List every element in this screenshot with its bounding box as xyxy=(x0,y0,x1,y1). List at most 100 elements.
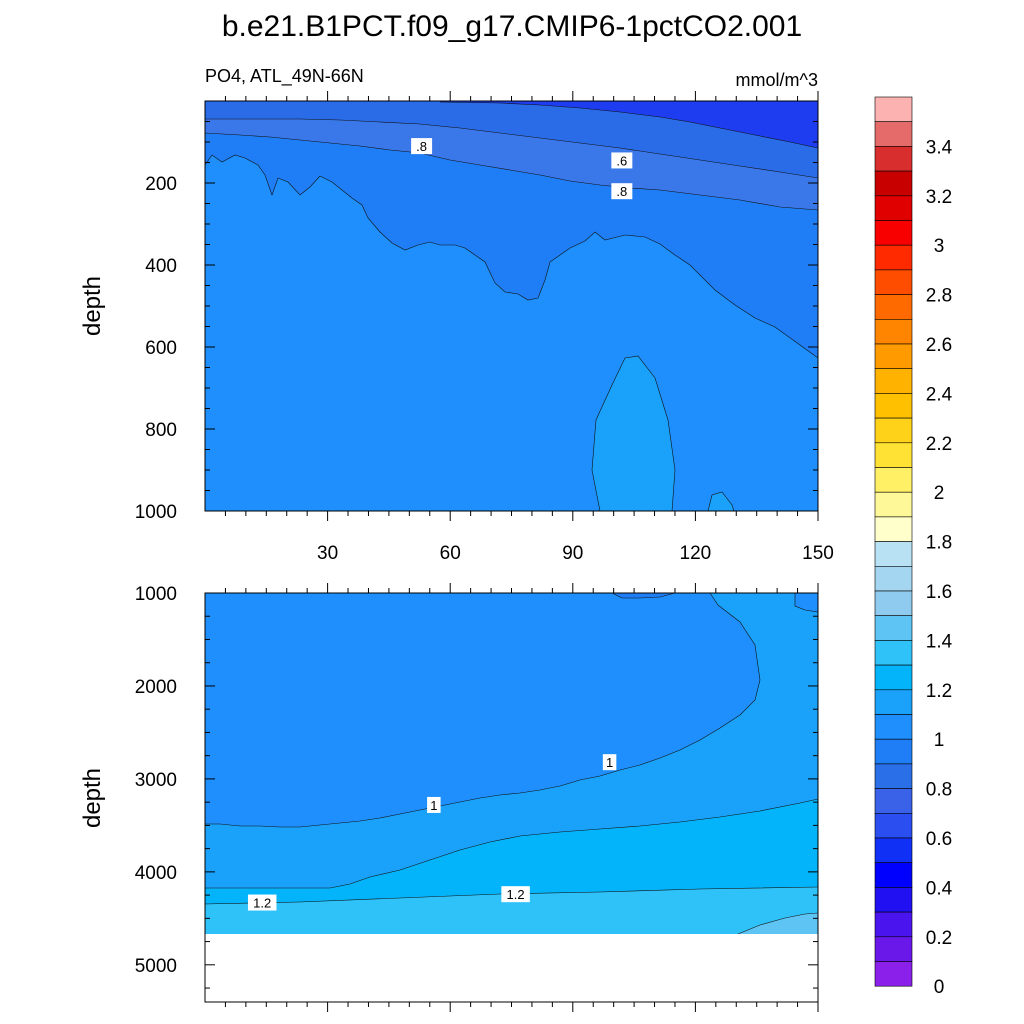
contour-label: 1 xyxy=(606,755,613,770)
y-tick-label: 200 xyxy=(145,174,177,195)
contour-label-bg xyxy=(611,152,633,169)
lower-band-12-13 xyxy=(205,887,818,934)
colorbar-label: 2.6 xyxy=(926,335,952,356)
colorbar-box xyxy=(874,491,913,518)
contour-label-bg xyxy=(602,754,617,771)
upper-band-lt06 xyxy=(440,101,818,148)
y-tick-label: 3000 xyxy=(135,770,177,791)
chart-title: b.e21.B1PCT.f09_g17.CMIP6-1pctCO2.001 xyxy=(222,10,802,43)
colorbar-box xyxy=(874,689,913,715)
lower-panel: 1000 2000 3000 4000 5000 1 1 1.2 1.2 depth xyxy=(79,583,819,1012)
contour-label: 1.2 xyxy=(253,896,271,911)
colorbar-box xyxy=(874,220,913,246)
colorbar: 3.4 3.2 3 2.8 2.6 2.4 2.2 2 1.8 1.6 1.4 1.2 1 0.8 0.6 0… xyxy=(874,96,953,998)
colorbar-label: 1.6 xyxy=(926,582,952,603)
colorbar-label: 3 xyxy=(934,236,945,257)
colorbar-box xyxy=(874,788,913,814)
lower-band-09-10 xyxy=(205,593,760,827)
colorbar-label: 0.4 xyxy=(926,878,953,899)
colorbar-box xyxy=(874,244,913,271)
colorbar-label: 3.4 xyxy=(926,137,953,158)
contour-label-bg xyxy=(427,796,441,813)
colorbar-box xyxy=(874,170,913,197)
left-subtitle: PO4, ATL_49N-66N xyxy=(205,66,364,87)
colorbar-label: 0.2 xyxy=(926,928,952,949)
units-label: mmol/m^3 xyxy=(736,70,818,90)
colorbar-box xyxy=(874,516,913,542)
lower-contour-lines xyxy=(204,592,819,935)
colorbar-label: 0.6 xyxy=(926,829,952,850)
colorbar-box xyxy=(874,269,913,295)
colorbar-box xyxy=(874,96,913,123)
x-tick-label: 60 xyxy=(440,543,461,564)
y-tick-label: 4000 xyxy=(135,863,177,884)
y-tick-label: 600 xyxy=(145,338,177,359)
colorbar-box xyxy=(874,664,913,691)
colorbar-box xyxy=(874,714,913,740)
colorbar-box xyxy=(874,146,913,172)
colorbar-box xyxy=(874,368,913,394)
y-tick-label: 2000 xyxy=(135,677,177,698)
y-tick-label: 1000 xyxy=(135,584,177,605)
lower-contour-labels: 1 1 1.2 1.2 xyxy=(247,754,617,911)
lower-missing-region xyxy=(205,934,818,1002)
colorbar-label: 3.2 xyxy=(926,187,952,208)
colorbar-box xyxy=(874,442,913,468)
upper-contour-lines xyxy=(204,101,819,359)
colorbar-box xyxy=(874,837,913,864)
colorbar-box xyxy=(874,393,913,419)
contour-label: .8 xyxy=(416,139,427,154)
lower-ylabel: depth xyxy=(79,768,106,828)
colorbar-label: 1 xyxy=(934,730,945,751)
colorbar-box xyxy=(874,541,913,567)
colorbar-box xyxy=(874,887,913,913)
y-tick-label: 400 xyxy=(145,256,177,277)
colorbar-box xyxy=(874,417,913,444)
contour-label: .8 xyxy=(616,184,627,199)
colorbar-box xyxy=(874,343,913,370)
colorbar-label: 2.4 xyxy=(926,384,953,405)
colorbar-box xyxy=(874,763,913,789)
colorbar-label: 1.2 xyxy=(926,681,952,702)
colorbar-box xyxy=(874,590,913,617)
colorbar-box xyxy=(874,565,913,592)
colorbar-box xyxy=(874,467,913,493)
colorbar-box xyxy=(874,615,913,641)
contour-label-bg xyxy=(247,894,277,911)
colorbar-box xyxy=(874,862,913,888)
x-tick-label: 30 xyxy=(317,543,338,564)
x-tick-label: 150 xyxy=(802,543,834,564)
upper-core-10-11 xyxy=(591,355,676,512)
colorbar-label: 0.8 xyxy=(926,780,952,801)
upper-contour-labels: .8 .6 .8 xyxy=(411,138,633,200)
lower-band-13-14 xyxy=(738,913,818,934)
upper-ylabel: depth xyxy=(79,276,106,336)
y-tick-label: 1000 xyxy=(135,502,177,523)
colorbar-box xyxy=(874,294,913,320)
colorbar-box xyxy=(874,738,913,765)
colorbar-box xyxy=(874,121,913,147)
colorbar-label: 1.8 xyxy=(926,533,952,554)
colorbar-label: 0 xyxy=(934,977,945,998)
colorbar-box xyxy=(874,911,913,938)
colorbar-label: 2.8 xyxy=(926,286,952,307)
upper-ticks: 30 60 90 120 150 200 400 600 800 1000 xyxy=(135,91,834,564)
colorbar-box xyxy=(874,961,913,987)
contour-label: .6 xyxy=(616,153,627,168)
y-tick-label: 800 xyxy=(145,420,177,441)
colorbar-label: 2.2 xyxy=(926,434,952,455)
colorbar-box xyxy=(874,195,913,221)
contour-label: 1 xyxy=(430,798,437,813)
contour-label-bg xyxy=(611,183,633,200)
colorbar-box xyxy=(874,812,913,839)
colorbar-label: 1.4 xyxy=(926,631,953,652)
y-tick-label: 5000 xyxy=(135,956,177,977)
colorbar-label: 2 xyxy=(934,483,945,504)
upper-band-06-07 xyxy=(205,101,818,178)
contour-label-bg xyxy=(411,138,433,155)
contour-label-bg xyxy=(501,886,530,903)
colorbar-box xyxy=(874,936,913,962)
x-tick-label: 120 xyxy=(680,543,712,564)
contour-label: 1.2 xyxy=(507,887,525,902)
